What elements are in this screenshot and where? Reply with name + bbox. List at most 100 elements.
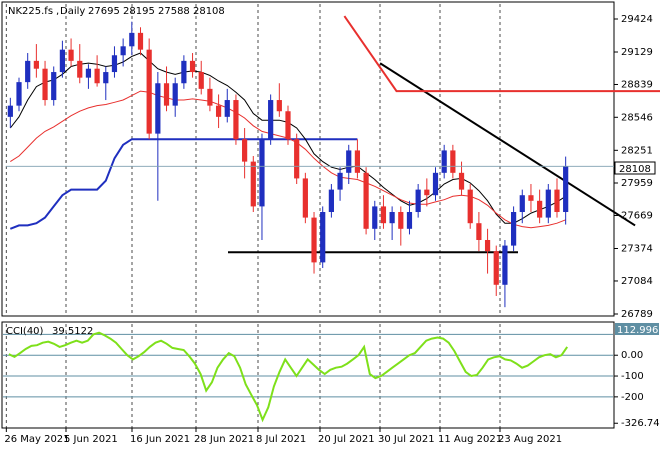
y-tick-label: 27669 — [621, 210, 653, 221]
y-tick-label: 29424 — [621, 14, 653, 25]
cci-tick-label: -200 — [621, 392, 644, 403]
candle-bear — [189, 60, 196, 73]
x-tick-label: 16 Jun 2021 — [130, 434, 190, 445]
cci-plot — [3, 331, 613, 423]
candle-bull — [328, 189, 334, 213]
candle-bear — [198, 72, 204, 89]
candle-bull — [372, 206, 378, 229]
candle-bull — [563, 166, 569, 213]
candle-bear — [493, 251, 499, 285]
candle-bear — [77, 60, 83, 78]
y-tick-label: 27374 — [621, 244, 653, 255]
candle-bear — [146, 49, 152, 134]
support-trailing-line — [9, 138, 358, 230]
cci-panel — [1, 321, 615, 429]
candle-bear — [250, 161, 256, 207]
y-tick-label: 28546 — [621, 112, 653, 123]
x-tick-label: 28 Jun 2021 — [194, 434, 254, 445]
candle-bear — [285, 111, 291, 140]
candle-bull — [155, 83, 161, 134]
candle-bear — [302, 178, 308, 218]
candle-bull — [510, 212, 517, 246]
cci-tag-box — [615, 323, 659, 335]
candle-bull — [502, 245, 508, 285]
candle-bull — [172, 83, 178, 106]
candle-bear — [528, 195, 534, 201]
cci-name: CCI(40) — [6, 326, 44, 337]
candle-bear — [537, 200, 543, 218]
candle-bear — [242, 139, 248, 162]
candle-bull — [103, 72, 109, 84]
price-panel — [1, 1, 615, 317]
candle-bull — [432, 172, 439, 196]
y-tick-label: 26789 — [621, 309, 653, 320]
candle-bull — [111, 55, 118, 73]
candle-bull — [320, 212, 326, 263]
candle-bull — [25, 60, 31, 83]
candle-bull — [268, 100, 274, 140]
grid — [5, 4, 501, 428]
price-tag-value: 28108 — [619, 164, 651, 175]
candle-bull — [519, 195, 525, 213]
cci-tag-value: 112.9967 — [617, 325, 660, 336]
candle-bear — [458, 172, 465, 190]
y-tick-label: 27959 — [621, 178, 653, 189]
ohlc-readout: 27695 28195 27588 28108 — [88, 6, 225, 17]
x-tick-label: 5 Jun 2021 — [64, 434, 118, 445]
x-tick-label: 23 Aug 2021 — [498, 434, 562, 445]
x-tick-label: 8 Jul 2021 — [256, 434, 306, 445]
candle-bear — [94, 68, 100, 84]
candle-bull — [259, 139, 265, 207]
candle-bear — [137, 32, 144, 50]
y-tick-label: 28839 — [621, 79, 653, 90]
candle-bull — [415, 189, 421, 213]
candle-bull — [85, 68, 92, 78]
candle-bear — [233, 100, 239, 140]
candle-bull — [224, 100, 230, 117]
timeframe-label: Daily — [60, 6, 85, 17]
candle-bull — [441, 150, 447, 173]
x-tick-label: 20 Jul 2021 — [318, 434, 375, 445]
candle-bear — [554, 189, 560, 213]
candle-bear — [363, 172, 369, 229]
candle-bull — [129, 32, 135, 47]
cci-line — [8, 331, 569, 423]
candle-bull — [7, 105, 13, 117]
cci-value: 39.5122 — [52, 326, 93, 337]
cci-tick-label: -100 — [621, 371, 644, 382]
timeframe-separator: , — [56, 6, 59, 17]
resistance-step-line — [343, 15, 660, 93]
candle-bear — [42, 68, 48, 101]
candle-bull — [16, 82, 22, 106]
candle-bear — [398, 212, 404, 229]
candle-bear — [68, 49, 74, 61]
candle-bear — [33, 60, 39, 69]
cci-tick-label: -326.744 — [621, 418, 660, 429]
candle-bear — [163, 83, 170, 106]
y-tick-label: 28251 — [621, 145, 653, 156]
candle-bear — [450, 150, 456, 173]
axes: 29424 29129 28839 28546 28251 27959 27669 27374… — [4, 14, 660, 445]
candle-bear — [354, 150, 361, 173]
candle-bear — [215, 105, 222, 117]
x-tick-label: 30 Jul 2021 — [378, 434, 435, 445]
cci-tick-label: 0.00 — [621, 350, 643, 361]
price-tag-box — [614, 161, 656, 175]
candle-bull — [346, 150, 352, 173]
candle-bear — [424, 189, 430, 196]
y-tick-label: 27084 — [621, 276, 653, 287]
x-tick-label: 11 Aug 2021 — [438, 434, 502, 445]
candle-bear — [276, 100, 282, 112]
candle-bull — [406, 212, 413, 229]
candle-bull — [337, 172, 343, 190]
candle-bear — [311, 217, 317, 263]
candle-bull — [59, 49, 66, 73]
symbol-label: NK225.fs — [8, 6, 53, 17]
y-tick-label: 29129 — [621, 47, 653, 58]
x-tick-label: 26 May 2021 — [4, 434, 69, 445]
candle-bear — [467, 189, 473, 224]
candle-bear — [476, 223, 482, 240]
candle-bull — [181, 60, 187, 84]
candle-bear — [380, 206, 387, 224]
price-plot — [6, 15, 660, 308]
